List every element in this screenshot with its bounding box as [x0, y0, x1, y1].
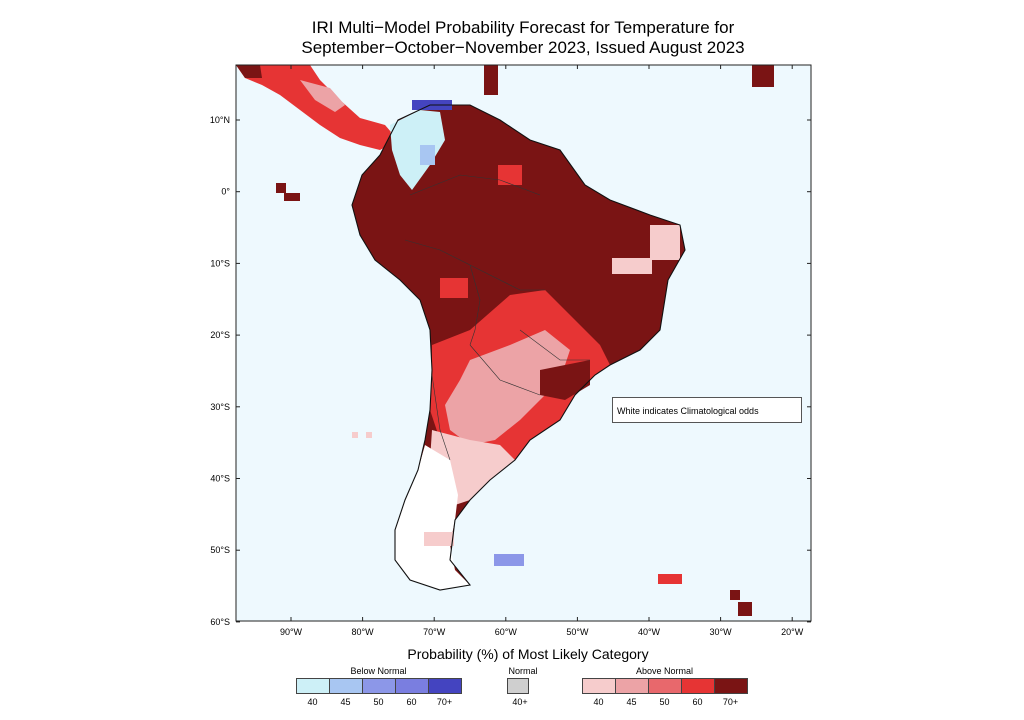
latitude-tick-label: 50°S: [210, 545, 230, 555]
legend-tick-label: 70+: [722, 697, 739, 707]
patagonia-pink-cell: [424, 532, 454, 546]
offshore-pink-cell-2: [366, 432, 372, 438]
legend-below-label: Below Normal: [350, 666, 407, 676]
legend-tick-label: 40: [593, 697, 604, 707]
legend-tick-label: 70+: [436, 697, 453, 707]
atlantic-island-cell: [752, 65, 774, 87]
longitude-tick-label: 20°W: [781, 627, 804, 637]
legend-tick-label: 50: [659, 697, 670, 707]
sandwich-island-cell-2: [738, 602, 752, 616]
legend-above-label: Above Normal: [635, 666, 694, 676]
legend-swatch: [714, 678, 748, 694]
country-borders: [404, 174, 590, 461]
legend-normal-swatches: [507, 678, 529, 694]
longitude-tick-label: 70°W: [423, 627, 446, 637]
legend-below-ticks: 40 45 50 60 70+: [296, 697, 461, 707]
central-america-region: [236, 65, 398, 150]
colombia-blue-cell: [420, 145, 435, 165]
galapagos-cell-2: [284, 193, 300, 201]
longitude-tick-label: 30°W: [710, 627, 733, 637]
uruguay-dark-region: [540, 360, 590, 400]
legend-swatch: [362, 678, 396, 694]
climatology-note: White indicates Climatological odds: [612, 397, 802, 423]
legend-normal-ticks: 40+: [506, 697, 534, 707]
latitude-tick-label: 10°S: [210, 258, 230, 268]
sandwich-island-cell-1: [730, 590, 740, 600]
legend-swatch: [615, 678, 649, 694]
legend-swatch: [582, 678, 616, 694]
map-frame: [235, 64, 812, 622]
legend-swatch: [395, 678, 429, 694]
latitude-tick-label: 60°S: [210, 617, 230, 627]
longitude-tick-label: 40°W: [638, 627, 661, 637]
legend-above-ticks: 40 45 50 60 70+: [582, 697, 747, 707]
latitude-tick-label: 30°S: [210, 402, 230, 412]
longitude-tick-label: 90°W: [280, 627, 303, 637]
amazon-red-cell: [498, 165, 522, 185]
legend-heading: Probability (%) of Most Likely Category: [407, 646, 649, 662]
legend-swatch: [296, 678, 330, 694]
legend-tick-label: 45: [626, 697, 637, 707]
legend-swatch: [648, 678, 682, 694]
legend-swatch: [428, 678, 462, 694]
northeast-coast-pink: [650, 225, 680, 260]
caribbean-island-cell: [484, 65, 498, 95]
map-title-line-2: September−October−November 2023, Issued …: [301, 38, 745, 57]
latitude-tick-label: 20°S: [210, 330, 230, 340]
coastline: [351, 104, 686, 591]
caribbean-dark: [236, 65, 262, 78]
map-title-line-1: IRI Multi−Model Probability Forecast for…: [311, 18, 735, 37]
legend-swatch: [329, 678, 363, 694]
legend-normal-label: Normal: [508, 666, 538, 676]
legend-tick-label: 45: [340, 697, 351, 707]
land-layer: [236, 65, 774, 616]
longitude-tick-label: 80°W: [352, 627, 375, 637]
latitude-tick-label: 40°S: [210, 474, 230, 484]
legend-tick-label: 60: [692, 697, 703, 707]
legend-tick-label: 50: [373, 697, 384, 707]
legend-above-swatches: [582, 678, 748, 694]
offshore-pink-cell-1: [352, 432, 358, 438]
northwest-blue-region: [390, 110, 445, 190]
longitude-tick-label: 60°W: [495, 627, 518, 637]
longitude-tick-label: 50°W: [566, 627, 589, 637]
latitude-tick-label: 0°: [221, 187, 230, 197]
falklands-cell: [494, 554, 524, 566]
latitude-axis: 10°N 0° 10°S 20°S 30°S 40°S 50°S 60°S: [210, 115, 811, 627]
legend-tick-label: 40+: [512, 697, 528, 707]
legend-below-swatches: [296, 678, 462, 694]
south-georgia-cell: [658, 574, 682, 584]
latitude-tick-label: 10°N: [210, 115, 230, 125]
legend-swatch: [507, 678, 529, 694]
longitude-axis: 90°W 80°W 70°W 60°W 50°W 40°W 30°W 20°W: [280, 65, 804, 637]
legend-tick-label: 40: [307, 697, 318, 707]
south-brazil-pink-region: [445, 330, 570, 445]
legend-tick-label: 60: [406, 697, 417, 707]
bolivia-red-cell: [440, 278, 468, 298]
central-america-pink: [300, 80, 345, 112]
legend-swatch: [681, 678, 715, 694]
galapagos-cell-1: [276, 183, 286, 193]
northeast-brazil-pink: [612, 258, 652, 274]
